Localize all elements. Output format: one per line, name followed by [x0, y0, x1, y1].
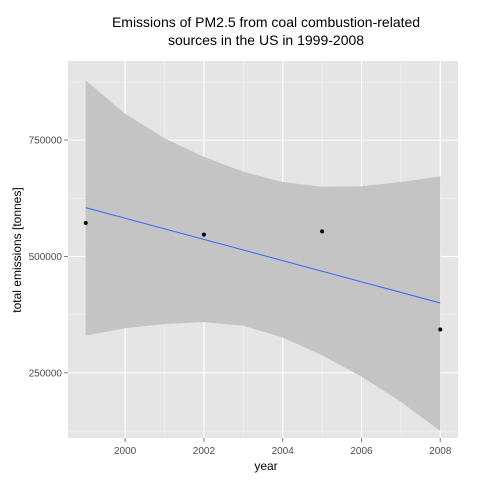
y-tick-label: 500000: [29, 252, 63, 263]
x-tick-label: 2004: [272, 446, 295, 457]
x-axis-label: year: [254, 459, 277, 473]
chart-title-line-2: sources in the US in 1999-2008: [168, 32, 364, 48]
x-tick-label: 2006: [350, 446, 373, 457]
data-points: [83, 220, 443, 332]
x-tick-label: 2000: [114, 446, 137, 457]
chart-title-line-1: Emissions of PM2.5 from coal combustion-…: [112, 14, 420, 30]
x-tick-label: 2008: [429, 446, 452, 457]
y-tick-label: 750000: [29, 136, 63, 147]
y-tick-label: 250000: [29, 368, 63, 379]
data-point: [83, 220, 88, 225]
x-tick-label: 2002: [193, 446, 216, 457]
y-axis-label: total emissions [tonnes]: [10, 187, 24, 312]
y-axis-ticks: 250000 500000 750000: [29, 136, 68, 379]
trend-line: [85, 207, 441, 304]
x-axis-ticks: 2000 2002 2004 2006 2008: [114, 438, 452, 457]
data-point: [438, 327, 443, 332]
data-point: [201, 232, 206, 237]
data-point: [320, 229, 325, 234]
